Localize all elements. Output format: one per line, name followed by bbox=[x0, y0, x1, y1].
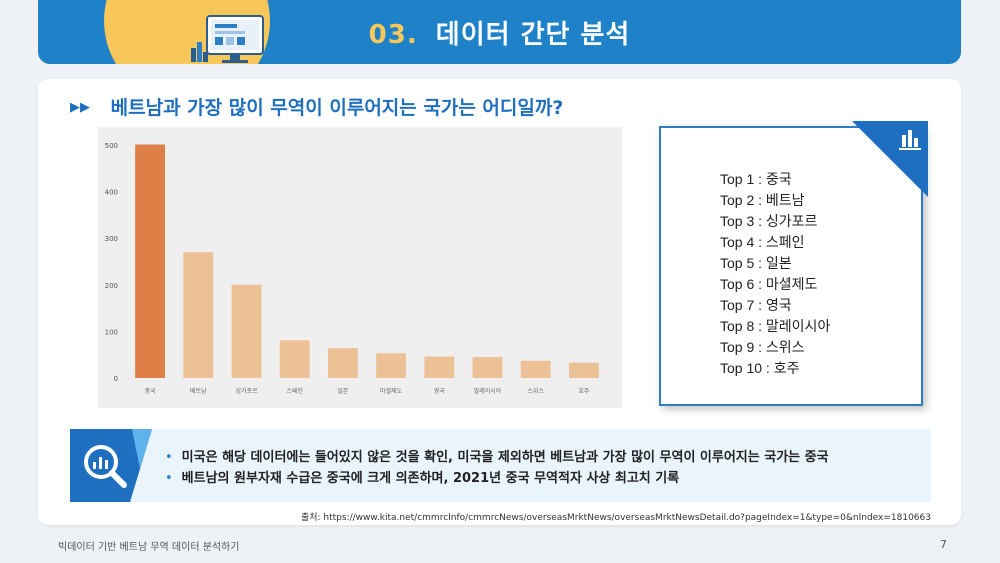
y-tick-label: 0 bbox=[114, 375, 118, 383]
top10-separator: : bbox=[754, 339, 766, 355]
x-tick-label: 마셜제도 bbox=[380, 387, 403, 395]
top10-rank: Top 4 bbox=[720, 234, 755, 250]
y-tick-label: 100 bbox=[105, 328, 118, 336]
x-tick-label: 싱가포르 bbox=[235, 387, 258, 395]
top10-item: Top 2 : 베트남 bbox=[720, 190, 830, 211]
question-heading: ▶▶ 베트남과 가장 많이 무역이 이루어지는 국가는 어디일까? bbox=[70, 93, 563, 120]
x-tick-label: 스페인 bbox=[286, 387, 303, 395]
insight-text: 베트남의 원부자재 수급은 중국에 크게 의존하며, 2021년 중국 무역적자… bbox=[181, 471, 680, 486]
bullet-icon: • bbox=[165, 471, 173, 486]
question-text: 베트남과 가장 많이 무역이 이루어지는 국가는 어디일까? bbox=[110, 97, 564, 119]
top10-separator: : bbox=[754, 234, 766, 250]
double-arrow-icon: ▶▶ bbox=[70, 100, 90, 115]
section-title-text: 데이터 간단 분석 bbox=[435, 20, 631, 50]
top10-item: Top 9 : 스위스 bbox=[720, 337, 830, 358]
top10-item: Top 5 : 일본 bbox=[720, 253, 830, 274]
bar-2 bbox=[231, 284, 262, 378]
top10-rank: Top 10 bbox=[720, 360, 763, 376]
top10-item: Top 1 : 중국 bbox=[720, 169, 830, 190]
footer-title: 빅데이터 기반 베트남 무역 데이터 분석하기 bbox=[58, 542, 240, 553]
top10-country: 영국 bbox=[765, 297, 792, 313]
top10-country: 스위스 bbox=[765, 339, 805, 355]
top10-country: 말레이시아 bbox=[765, 318, 831, 334]
x-tick-label: 영국 bbox=[434, 387, 446, 395]
y-tick-label: 300 bbox=[105, 235, 118, 243]
top10-item: Top 8 : 말레이시아 bbox=[720, 316, 830, 337]
y-tick-label: 200 bbox=[105, 282, 118, 290]
x-tick-label: 호주 bbox=[578, 388, 590, 395]
top10-separator: : bbox=[754, 171, 766, 187]
top10-country: 호주 bbox=[773, 360, 800, 376]
top10-country: 싱가포르 bbox=[765, 213, 818, 229]
top10-country: 마셜제도 bbox=[765, 276, 818, 292]
top10-separator: : bbox=[762, 360, 774, 376]
page-number: 7 bbox=[940, 538, 947, 551]
top10-box bbox=[659, 126, 923, 406]
top10-separator: : bbox=[754, 192, 766, 208]
top10-item: Top 6 : 마셜제도 bbox=[720, 274, 830, 295]
bar-6 bbox=[424, 356, 455, 378]
x-tick-label: 일본 bbox=[337, 387, 349, 395]
chart-corner-icon bbox=[852, 121, 928, 197]
y-tick-label: 400 bbox=[105, 189, 118, 197]
top10-separator: : bbox=[754, 213, 766, 229]
top10-item: Top 3 : 싱가포르 bbox=[720, 211, 830, 232]
bar-5 bbox=[376, 353, 407, 378]
section-title: 03. 데이터 간단 분석 bbox=[38, 14, 961, 51]
bar-chart: 0 100 200 300 400 500 중국 베트남 싱가포르 스페인 일본 마셜제도 영국 말레이시… bbox=[98, 127, 622, 408]
top10-rank: Top 3 bbox=[720, 213, 755, 229]
bar-0 bbox=[135, 144, 166, 378]
top10-item: Top 4 : 스페인 bbox=[720, 232, 830, 253]
top10-item: Top 10 : 호주 bbox=[720, 358, 830, 379]
top10-country: 베트남 bbox=[765, 192, 805, 208]
top10-rank: Top 9 bbox=[720, 339, 755, 355]
top10-separator: : bbox=[754, 255, 766, 271]
top10-rank: Top 7 bbox=[720, 297, 755, 313]
top10-country: 일본 bbox=[765, 255, 792, 271]
y-tick-label: 500 bbox=[105, 142, 118, 150]
bar-7 bbox=[472, 357, 503, 378]
search-analytics-icon bbox=[70, 429, 152, 502]
top10-country: 중국 bbox=[765, 171, 792, 187]
bar-9 bbox=[568, 362, 599, 378]
insight-box bbox=[70, 429, 931, 502]
insight-list: • 미국은 해당 데이터에는 들어있지 않은 것을 확인, 미국을 제외하면 베트… bbox=[165, 447, 829, 489]
header-bar: 03. 데이터 간단 분석 bbox=[38, 0, 961, 64]
bar-chart-svg: 0 100 200 300 400 500 중국 베트남 싱가포르 스페인 일본 마셜제도 영국 말레이시… bbox=[105, 142, 599, 395]
insight-text: 미국은 해당 데이터에는 들어있지 않은 것을 확인, 미국을 제외하면 베트남… bbox=[181, 450, 829, 465]
top10-rank: Top 6 bbox=[720, 276, 755, 292]
top10-separator: : bbox=[754, 276, 766, 292]
bullet-icon: • bbox=[165, 450, 173, 465]
x-tick-label: 중국 bbox=[145, 388, 157, 395]
top10-rank: Top 8 bbox=[720, 318, 755, 334]
x-tick-label: 스위스 bbox=[527, 387, 544, 395]
monitor-chart-icon bbox=[191, 15, 264, 63]
top10-separator: : bbox=[754, 318, 766, 334]
top10-item: Top 7 : 영국 bbox=[720, 295, 830, 316]
bar-4 bbox=[327, 348, 358, 378]
bar-1 bbox=[183, 252, 214, 378]
top10-rank: Top 5 bbox=[720, 255, 755, 271]
source-citation: 출처: https://www.kita.net/cmmrcInfo/cmmrc… bbox=[300, 513, 931, 523]
bar-3 bbox=[279, 340, 310, 378]
x-tick-label: 베트남 bbox=[190, 387, 207, 395]
top10-list: Top 1 : 중국 Top 2 : 베트남 Top 3 : 싱가포르 Top 4 :… bbox=[720, 169, 830, 379]
x-tick-label: 말레이시아 bbox=[474, 387, 502, 395]
bar-8 bbox=[520, 360, 551, 378]
top10-rank: Top 2 bbox=[720, 192, 755, 208]
insight-item: • 베트남의 원부자재 수급은 중국에 크게 의존하며, 2021년 중국 무역적… bbox=[165, 468, 829, 489]
top10-separator: : bbox=[754, 297, 766, 313]
section-number: 03. bbox=[368, 20, 418, 50]
top10-country: 스페인 bbox=[765, 234, 805, 250]
top10-rank: Top 1 bbox=[720, 171, 755, 187]
insight-item: • 미국은 해당 데이터에는 들어있지 않은 것을 확인, 미국을 제외하면 베트… bbox=[165, 447, 829, 468]
